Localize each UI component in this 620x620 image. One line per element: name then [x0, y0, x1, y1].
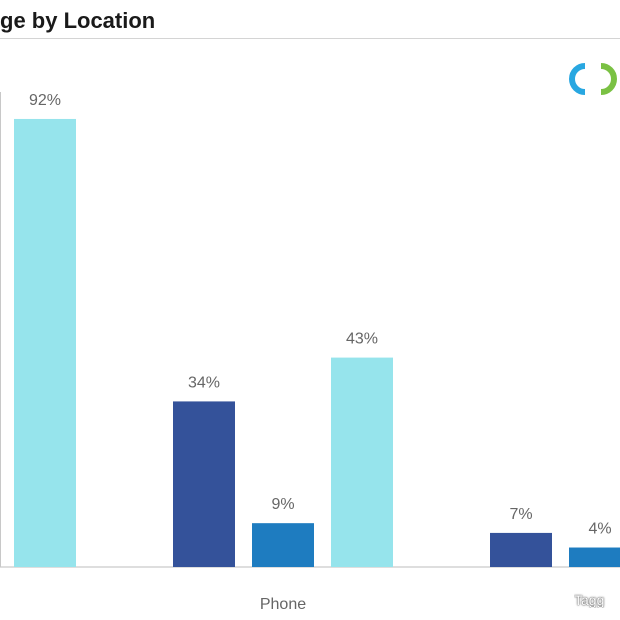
- x-tick-label-1: Phone: [260, 596, 306, 613]
- data-label-0-1: 34%: [188, 374, 220, 391]
- data-label-2-0: 92%: [29, 92, 61, 109]
- bar-0-1: [173, 401, 235, 567]
- watermark-text: Tagg: [574, 592, 605, 608]
- bar-1-1: [252, 523, 314, 567]
- data-label-1-1: 9%: [271, 496, 294, 513]
- data-label-1-2: 4%: [588, 521, 611, 538]
- data-label-0-2: 7%: [509, 506, 532, 523]
- ring-logo-icon: [569, 63, 617, 95]
- bar-2-1: [331, 357, 393, 567]
- title-divider: [0, 38, 620, 39]
- bar-0-2: [490, 532, 552, 567]
- bar-1-2: [569, 547, 620, 567]
- bar-2-0: [14, 118, 76, 568]
- chart-title: ge by Location: [0, 8, 156, 33]
- data-label-2-1: 43%: [346, 331, 378, 348]
